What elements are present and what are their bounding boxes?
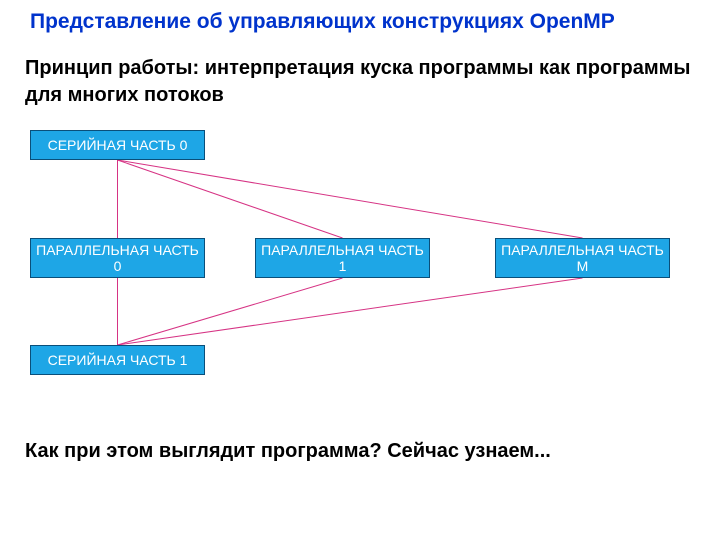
slide-subtitle: Принцип работы: интерпретация куска прог… <box>25 55 695 109</box>
flow-node-s0: СЕРИЙНАЯ ЧАСТЬ 0 <box>30 130 205 160</box>
edge-s0-pm <box>118 160 583 238</box>
edge-pm-s1 <box>118 278 583 345</box>
slide-footer: Как при этом выглядит программа? Сейчас … <box>25 440 695 463</box>
flow-node-p0: ПАРАЛЛЕЛЬНАЯ ЧАСТЬ 0 <box>30 238 205 278</box>
flow-node-pm: ПАРАЛЛЕЛЬНАЯ ЧАСТЬ M <box>495 238 670 278</box>
slide: Представление об управляющих конструкция… <box>0 0 720 540</box>
flow-node-s1: СЕРИЙНАЯ ЧАСТЬ 1 <box>30 345 205 375</box>
slide-title: Представление об управляющих конструкция… <box>30 10 690 34</box>
flow-node-p1: ПАРАЛЛЕЛЬНАЯ ЧАСТЬ 1 <box>255 238 430 278</box>
edge-p1-s1 <box>118 278 343 345</box>
edge-s0-p1 <box>118 160 343 238</box>
